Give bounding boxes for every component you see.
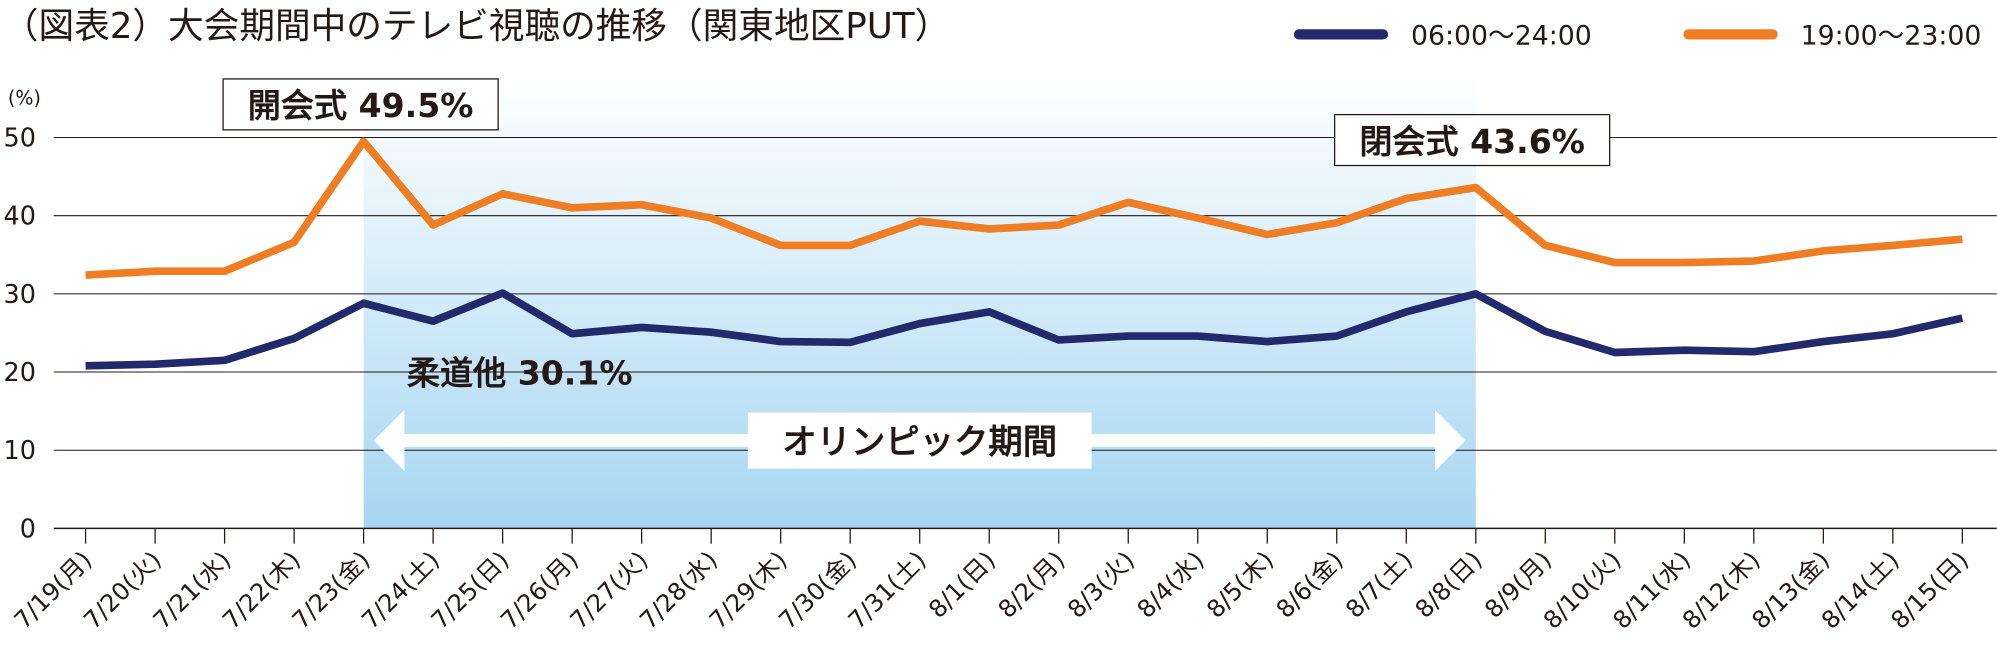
chart-title: （図表2）大会期間中のテレビ視聴の推移（関東地区PUT） [3,6,950,47]
annotation-label: 開会式 49.5% [248,86,474,125]
x-tick-label: 8/5(木) [1201,546,1279,624]
y-tick-label: 30 [4,280,36,310]
x-tick-label: 8/3(火) [1062,546,1140,624]
period-label: オリンピック期間 [782,422,1057,462]
x-tick-label: 8/2(月) [993,546,1071,624]
x-tick-label: 8/15(日) [1886,546,1975,635]
x-tick-label: 8/4(水) [1132,546,1210,624]
y-tick-label: 10 [4,436,36,466]
annotation-box [222,78,499,131]
x-tick-label: 7/31(土) [843,546,932,635]
arrow-left-icon [373,409,405,472]
legend-label: 06:00～24:00 [1411,21,1592,52]
x-tick-label: 8/6(金) [1271,546,1349,624]
arrow-right-icon [1435,409,1466,472]
y-tick-label: 0 [20,514,36,544]
x-tick-label: 8/1(日) [923,546,1001,624]
y-tick-label: 40 [4,202,36,232]
series-line [85,137,1963,279]
period-label-box [747,412,1092,469]
annotation-box [1334,113,1611,167]
y-axis-label: (%) [8,86,41,109]
annotation-label: 柔道他 30.1% [407,354,633,393]
x-tick-label: 8/8(日) [1410,546,1488,624]
y-tick-label: 20 [4,358,36,388]
y-tick-label: 50 [4,123,36,153]
legend-label: 19:00～23:00 [1801,21,1982,52]
series-line [85,289,1964,370]
x-tick-label: 8/7(土) [1340,546,1418,624]
annotation-label: 閉会式 43.6% [1359,122,1585,161]
